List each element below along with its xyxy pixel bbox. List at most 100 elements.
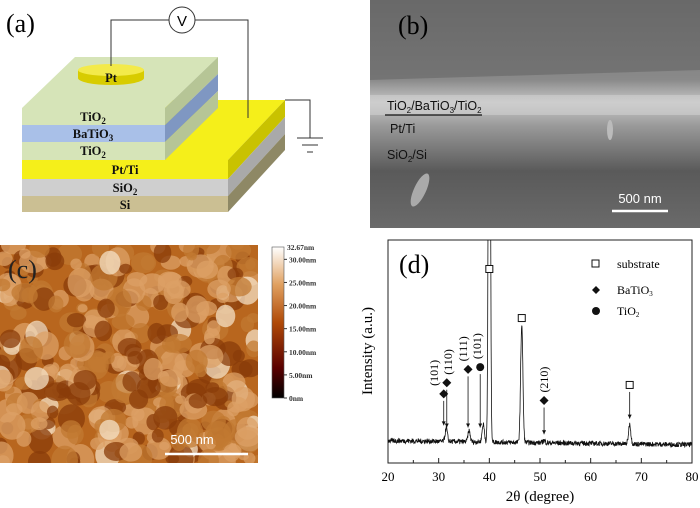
afm-grain xyxy=(0,329,21,349)
arrowhead xyxy=(466,423,471,428)
afm-grain xyxy=(97,298,115,319)
miller-index-label: (110) xyxy=(441,349,455,375)
legend-symbol-open-square xyxy=(591,259,600,268)
si-side xyxy=(228,134,285,212)
marker-circle xyxy=(476,363,485,372)
x-tick-label: 40 xyxy=(483,469,496,484)
x-tick-label: 60 xyxy=(584,469,597,484)
x-axis-label: 2θ (degree) xyxy=(506,489,574,505)
x-tick-label: 80 xyxy=(686,469,699,484)
miller-index-label: (210) xyxy=(537,367,551,393)
afm-grain xyxy=(122,371,141,392)
colorbar-tick-label: 10.00nm xyxy=(289,348,317,357)
colorbar-tick-label: 30.00nm xyxy=(289,255,317,264)
colorbar-max-label: 32.67nm xyxy=(287,243,315,252)
afm-grain xyxy=(119,263,132,274)
y-axis-label: Intensity (a.u.) xyxy=(360,307,376,395)
afm-grain xyxy=(212,434,225,446)
afm-grain xyxy=(215,304,236,328)
afm-grain xyxy=(0,278,11,292)
pt-ti-side xyxy=(228,100,285,179)
pt-top-electrode: Pt xyxy=(78,64,144,85)
tio2-top-side xyxy=(165,57,218,125)
afm-grain xyxy=(30,417,48,431)
afm-grain xyxy=(188,393,208,409)
x-tick-label: 30 xyxy=(432,469,445,484)
afm-grain xyxy=(130,323,152,344)
afm-grain xyxy=(19,336,43,364)
afm-grain xyxy=(66,313,87,328)
afm-grain xyxy=(171,302,189,323)
panel-d-label: (d) xyxy=(399,250,429,279)
afm-grain xyxy=(153,405,178,430)
miller-index-label: (101) xyxy=(470,333,484,359)
afm-grain xyxy=(90,358,107,373)
afm-grain xyxy=(21,287,38,304)
afm-grain xyxy=(0,441,14,463)
afm-grain xyxy=(102,351,115,365)
afm-grain xyxy=(201,410,226,432)
afm-grain xyxy=(0,369,14,392)
afm-grain xyxy=(24,366,49,390)
afm-grain xyxy=(205,382,220,393)
arrowhead xyxy=(441,421,446,426)
scale-bar-label: 500 nm xyxy=(618,191,661,206)
afm-grain xyxy=(90,437,106,450)
marker-square xyxy=(625,380,634,389)
marker-diamond xyxy=(539,396,549,406)
afm-grain xyxy=(99,250,121,275)
afm-grain xyxy=(0,251,13,267)
afm-grain xyxy=(67,424,84,445)
x-tick-label: 70 xyxy=(635,469,648,484)
plot-frame xyxy=(387,239,693,464)
legend-label-batio3: BaTiO3 xyxy=(617,283,653,298)
afm-grain xyxy=(223,443,242,459)
tio2-bottom-label: TiO2 xyxy=(80,144,106,160)
scale-bar-label: 500 nm xyxy=(170,432,213,447)
marker-diamond xyxy=(439,389,449,399)
afm-grain xyxy=(225,245,252,260)
height-colorbar: 32.67nm 30.00nm 25.00nm 20.00nm 15.00nm 10.0… xyxy=(271,243,317,403)
afm-grain xyxy=(234,426,258,447)
arrowhead xyxy=(542,430,547,435)
pt-label: Pt xyxy=(105,71,118,85)
panel-a-label: (a) xyxy=(6,9,35,38)
tio2-top-layer xyxy=(22,108,165,125)
arrowhead xyxy=(478,423,483,428)
afm-grain xyxy=(194,363,207,378)
afm-grain xyxy=(9,306,27,320)
afm-grain xyxy=(246,340,258,358)
afm-grain xyxy=(119,442,143,462)
x-tick-label: 50 xyxy=(534,469,547,484)
afm-grain xyxy=(166,280,191,299)
afm-grain xyxy=(29,245,50,258)
afm-grain xyxy=(94,320,113,342)
afm-grain xyxy=(165,333,192,354)
sio2-layer xyxy=(22,179,228,196)
ground-icon xyxy=(285,99,323,153)
afm-grain xyxy=(153,245,172,263)
sio2-label: SiO2 xyxy=(113,181,138,197)
voltmeter-icon xyxy=(168,6,196,34)
legend: substrate BaTiO3 TiO2 xyxy=(591,257,660,319)
afm-grain xyxy=(227,401,240,417)
x-tick-label: 20 xyxy=(382,469,395,484)
afm-grain xyxy=(185,295,210,323)
afm-grain xyxy=(63,331,91,359)
afm-grain xyxy=(183,245,200,259)
colorbar-tick-label: 25.00nm xyxy=(289,278,317,287)
legend-symbol-filled-diamond xyxy=(592,286,600,294)
afm-grain xyxy=(136,376,161,399)
miller-index-label: (101) xyxy=(427,360,441,386)
batio3-layer xyxy=(22,125,165,142)
si-label: Si xyxy=(120,198,131,212)
panel-b-label: (b) xyxy=(398,11,428,40)
marker-square xyxy=(485,264,494,273)
colorbar-tick-label: 20.00nm xyxy=(289,302,317,311)
afm-grain xyxy=(111,313,135,331)
afm-grain xyxy=(240,316,255,333)
stack-annotation: TiO2/BaTiO3/TiO2 xyxy=(387,99,482,115)
arrowhead xyxy=(444,423,449,428)
pt-ti-label: Pt/Ti xyxy=(112,163,139,177)
